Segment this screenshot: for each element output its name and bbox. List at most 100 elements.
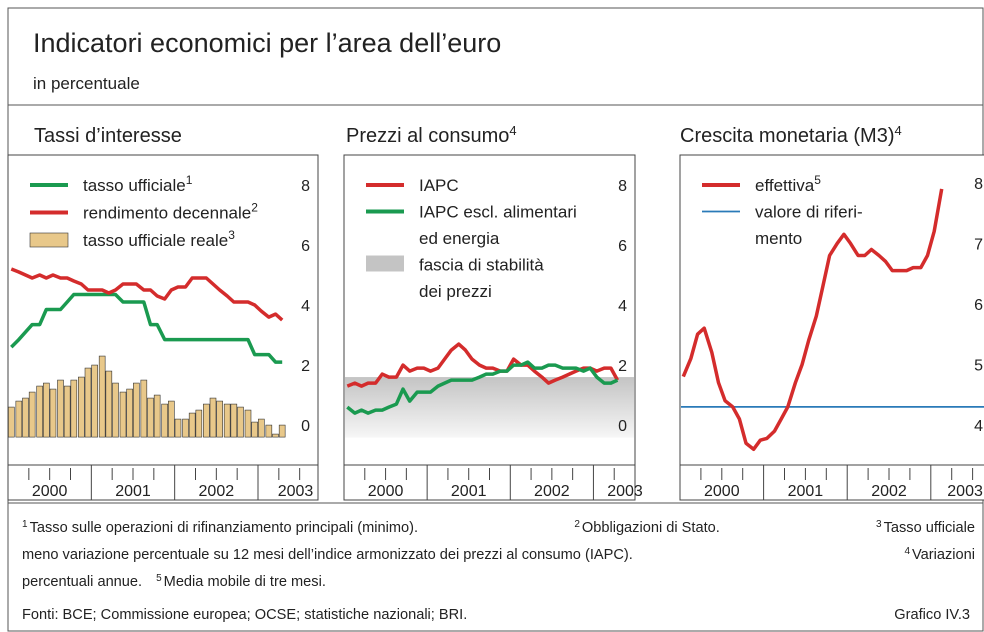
footnote-text: Variazioni [912,547,975,563]
bar [153,394,161,438]
bar [272,433,279,438]
bar [43,382,50,438]
y-tick-label: 0 [618,418,627,435]
y-tick-label: 7 [974,237,983,254]
footnote-mark: 4 [904,546,910,557]
bar [195,409,203,438]
legend-label: tasso ufficiale1 [83,173,193,195]
footnote: 5 Media mobile di tre mesi. [156,573,326,590]
x-tick-label: 2002 [871,483,907,500]
bar [188,412,196,438]
bar [8,406,15,438]
bar [84,367,92,438]
y-tick-label: 6 [974,297,983,314]
plot-box [679,154,984,501]
bar [168,400,175,438]
legend-label: tasso ufficiale reale3 [83,228,235,250]
bar [133,382,140,438]
footnote-mark: 1 [22,519,28,530]
legend-text: dei prezzi [419,282,492,301]
panel-title-note: 4 [895,123,902,138]
subtitle: in percentuale [33,74,140,93]
line [346,342,620,388]
bar [36,385,43,438]
footnote-line: meno variazione percentuale su 12 mesi d… [22,541,975,568]
bar [209,397,217,438]
bar [28,391,36,438]
panel-title: Crescita monetaria (M3)4 [680,123,902,147]
y-tick-label: 4 [301,298,310,315]
legend-note: 2 [251,201,258,215]
bar [203,403,210,438]
x-tick-label: 2003 [278,483,314,500]
legend-text: ed energia [419,229,500,248]
x-tick-label: 2001 [115,483,151,500]
line [346,360,619,415]
footnote: 1 Tasso sulle operazioni di rifinanziamen… [22,519,418,536]
bar [57,379,64,438]
x-tick-label: 2000 [32,483,68,500]
bar [237,406,244,438]
footnote: 3 Tasso ufficiale [876,519,975,536]
legend-text: tasso ufficiale [83,176,186,195]
y-tick-label: 4 [618,298,627,315]
x-tick-label: 2001 [451,483,487,500]
source: Fonti: BCE; Commissione europea; OCSE; s… [22,607,468,623]
x-tick-label: 2003 [607,483,643,500]
legend-label: dei prezzi [419,282,492,301]
x-tick-label: 2000 [704,483,740,500]
bar [140,379,148,438]
line [10,267,284,322]
legend-note: 3 [228,228,235,242]
legend-swatch [366,255,404,272]
legend-label: effettiva5 [755,173,821,195]
footnote-mark: 5 [156,573,162,584]
panel-title-note: 4 [509,123,516,138]
bar [70,379,78,438]
line [10,292,283,364]
bar [15,400,23,438]
figure-label: Grafico IV.3 [894,607,970,623]
footnote: 2 Obbligazioni di Stato. [574,519,719,536]
legend-text: IAPC escl. alimentari [419,203,577,222]
legend-label: IAPC escl. alimentari [419,203,577,222]
y-tick-label: 5 [974,358,983,375]
legend-note: 1 [186,173,193,187]
bar [174,418,182,438]
legend-swatch [29,232,69,248]
footnote-text: Tasso sulle operazioni di rifinanziament… [29,520,419,536]
bar [230,403,238,438]
bar [49,388,57,438]
y-tick-label: 0 [301,418,310,435]
bar [63,385,71,438]
y-tick-label: 8 [301,178,310,195]
footnote-text: Tasso ufficiale [883,520,975,536]
footnote: meno variazione percentuale su 12 mesi d… [22,547,633,563]
panel-title-text: Crescita monetaria (M3) [680,125,895,147]
title: Indicatori economici per l’area dell’eur… [33,28,502,58]
footnote-text: Obbligazioni di Stato. [581,520,720,536]
x-tick-label: 2002 [534,483,570,500]
footnotes: 1 Tasso sulle operazioni di rifinanziamen… [22,514,975,595]
bar [278,424,286,438]
footnote-text: meno variazione percentuale su 12 mesi d… [22,546,633,563]
footnote-line: 1 Tasso sulle operazioni di rifinanziamen… [22,514,975,541]
legend-label: ed energia [419,229,500,248]
footnote-text: percentuali annue. [22,573,143,590]
footnote: percentuali annue. [22,574,142,590]
x-tick-label: 2003 [947,483,983,500]
legend-note: 5 [814,173,821,187]
footnote-text: Media mobile di tre mesi. [163,574,326,590]
y-tick-label: 2 [301,358,310,375]
bar [182,418,189,438]
footnote-line: percentuali annue. 5 Media mobile di tre m… [22,568,975,595]
legend-label: valore di riferi- [755,203,863,222]
panel: Tassi d’interesse 2000 2001 2002 2003 0 2 4 6 8 ta… [7,125,319,501]
legend-label: fascia di stabilità [419,256,544,275]
line [681,188,944,452]
footnote-mark: 2 [574,519,580,530]
legend-text: IAPC [419,176,459,195]
bar [112,382,119,438]
